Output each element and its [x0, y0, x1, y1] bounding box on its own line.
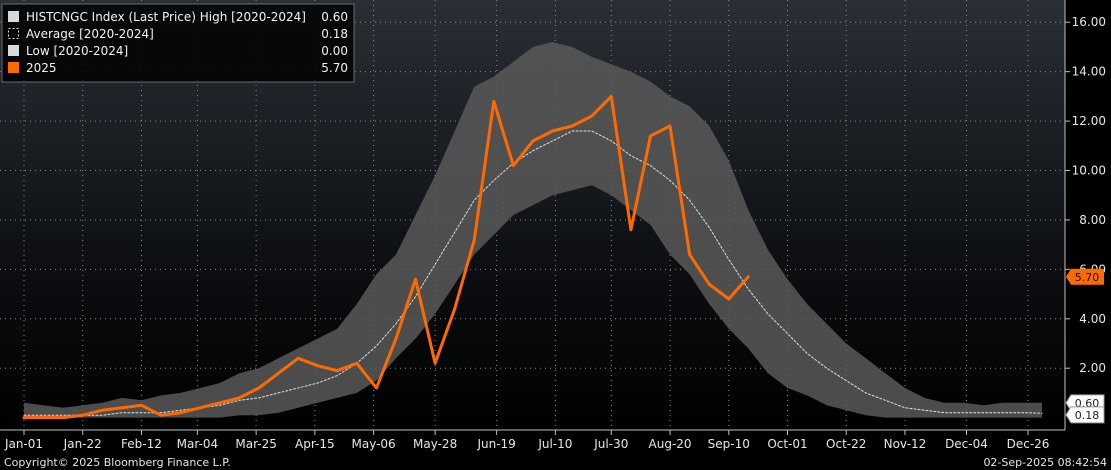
x-tick-label: Mar-25: [235, 437, 276, 451]
y-tick-label: 12.00: [1072, 114, 1106, 128]
y-tick-label: 10.00: [1072, 164, 1106, 178]
legend-value-high: 0.60: [321, 10, 348, 24]
x-tick-label: Jul-10: [537, 437, 572, 451]
legend-label-high: HISTCNGC Index (Last Price) High [2020-2…: [26, 10, 306, 24]
x-tick-label: Dec-04: [945, 437, 988, 451]
x-tick-label: Oct-22: [826, 437, 866, 451]
legend-box: [1, 3, 355, 83]
legend-value-2025: 5.70: [321, 61, 348, 75]
legend-label-2025: 2025: [26, 61, 57, 75]
legend: HISTCNGC Index (Last Price) High [2020-2…: [1, 3, 355, 83]
y-tick-label: 2.00: [1079, 361, 1106, 375]
legend-swatch-average: [8, 28, 19, 39]
y-tick-label: 14.00: [1072, 65, 1106, 79]
x-tick-label: Jun-19: [476, 437, 515, 451]
y-tick-label: 8.00: [1079, 213, 1106, 227]
last-value-badges: 5.700.600.18: [1065, 268, 1105, 424]
legend-label-low: Low [2020-2024]: [26, 44, 128, 58]
x-tick-label: Sep-10: [708, 437, 750, 451]
legend-value-average: 0.18: [321, 27, 348, 41]
badge-shape: [1066, 268, 1104, 285]
x-tick-label: Oct-01: [767, 437, 807, 451]
y-tick-label: 4.00: [1079, 312, 1106, 326]
series-lines: [22, 94, 1043, 420]
legend-swatch-low: [8, 45, 19, 56]
badge-value: 5.70: [1075, 271, 1100, 284]
x-tick-label: May-28: [413, 437, 457, 451]
timestamp-text: 02-Sep-2025 08:42:54: [983, 456, 1107, 469]
line-2025: [22, 94, 750, 420]
x-tick-label: Aug-20: [649, 437, 692, 451]
legend-swatch-2025: [8, 62, 19, 73]
x-tick-label: Jan-22: [63, 437, 102, 451]
y-tick-label: 16.00: [1072, 15, 1106, 29]
badge-shape: [1065, 406, 1105, 424]
legend-value-low: 0.00: [321, 44, 348, 58]
x-tick-label: Dec-26: [1007, 437, 1050, 451]
last-value-badge: 0.18: [1065, 406, 1105, 424]
x-tick-label: Nov-12: [884, 437, 927, 451]
x-tick-label: Apr-15: [295, 437, 335, 451]
range-band: [24, 42, 1042, 418]
last-value-badge: 5.70: [1066, 268, 1104, 285]
legend-label-average: Average [2020-2024]: [26, 27, 154, 41]
copyright-text: Copyright© 2025 Bloomberg Finance L.P.: [4, 456, 231, 469]
range-band-area: [24, 42, 1042, 418]
x-axis: Jan-01 Jan-22 Feb-12 Mar-04 Mar-25 Apr-15 May-…: [4, 430, 1049, 451]
legend-swatch-high: [8, 11, 19, 22]
x-tick-label: Mar-04: [177, 437, 218, 451]
badge-value: 0.18: [1075, 409, 1100, 422]
x-tick-label: Feb-12: [121, 437, 162, 451]
x-tick-label: May-06: [351, 437, 395, 451]
x-tick-label: Jul-30: [593, 437, 628, 451]
x-tick-label: Jan-01: [4, 437, 43, 451]
